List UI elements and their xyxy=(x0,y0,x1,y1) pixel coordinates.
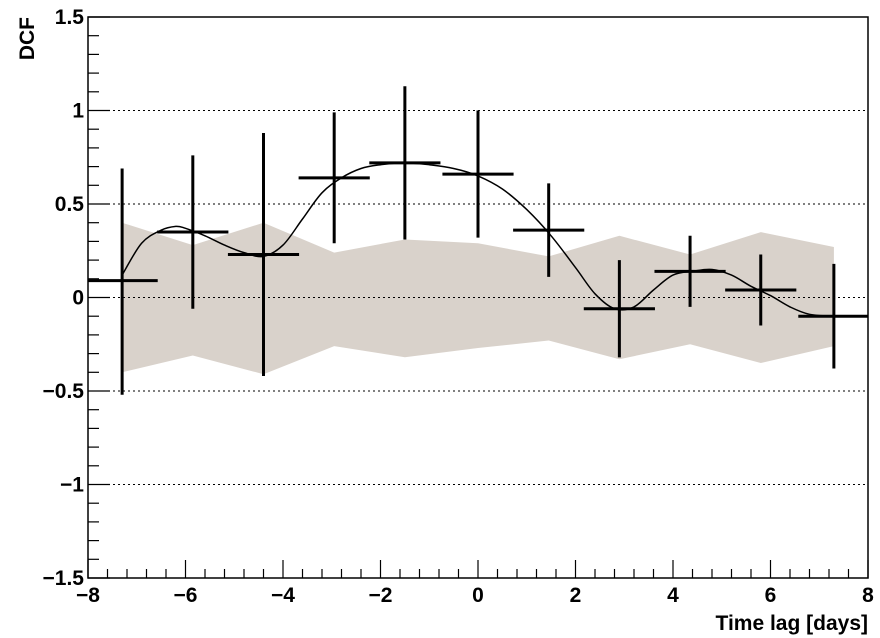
y-tick-label: −0.5 xyxy=(43,380,85,403)
data-point xyxy=(725,254,797,326)
x-tick-label: 8 xyxy=(862,584,874,607)
data-point xyxy=(583,260,655,358)
fit-curve xyxy=(121,162,834,317)
data-point xyxy=(369,86,441,240)
x-tick-label: −2 xyxy=(369,584,393,607)
data-point xyxy=(442,110,514,238)
y-tick-label: −1.5 xyxy=(43,567,85,590)
x-tick-label: 4 xyxy=(667,584,679,607)
x-axis-title: Time lag [days] xyxy=(716,612,869,635)
y-tick-label: −1 xyxy=(60,474,84,497)
y-axis-title: DCF xyxy=(16,17,39,60)
data-points xyxy=(88,86,868,395)
data-point xyxy=(298,112,370,244)
data-point xyxy=(88,168,158,395)
fit-curve-layer xyxy=(121,162,834,317)
x-tick-label: −8 xyxy=(76,584,100,607)
band-area xyxy=(122,222,834,375)
axes xyxy=(87,16,869,579)
y-tick-label: 0 xyxy=(72,287,84,310)
y-tick-label: 1.5 xyxy=(55,6,85,29)
data-point xyxy=(654,235,726,307)
x-tick-label: 2 xyxy=(570,584,582,607)
data-point xyxy=(227,132,300,377)
data-point xyxy=(513,183,585,277)
x-tick-label: 6 xyxy=(765,584,777,607)
y-tick-label: 0.5 xyxy=(55,193,85,216)
x-tick-label: −6 xyxy=(174,584,198,607)
confidence-band xyxy=(122,222,834,375)
tick-labels: −8 −6 −4 −2 0 2 4 6 8 −1.5 −1 −0.5 0 0.5 1 1.5 xyxy=(43,6,875,607)
y-tick-label: 1 xyxy=(72,100,84,123)
data-point xyxy=(798,263,868,369)
x-tick-label: 0 xyxy=(472,584,484,607)
data-point xyxy=(157,155,229,309)
x-tick-label: −4 xyxy=(271,584,295,607)
